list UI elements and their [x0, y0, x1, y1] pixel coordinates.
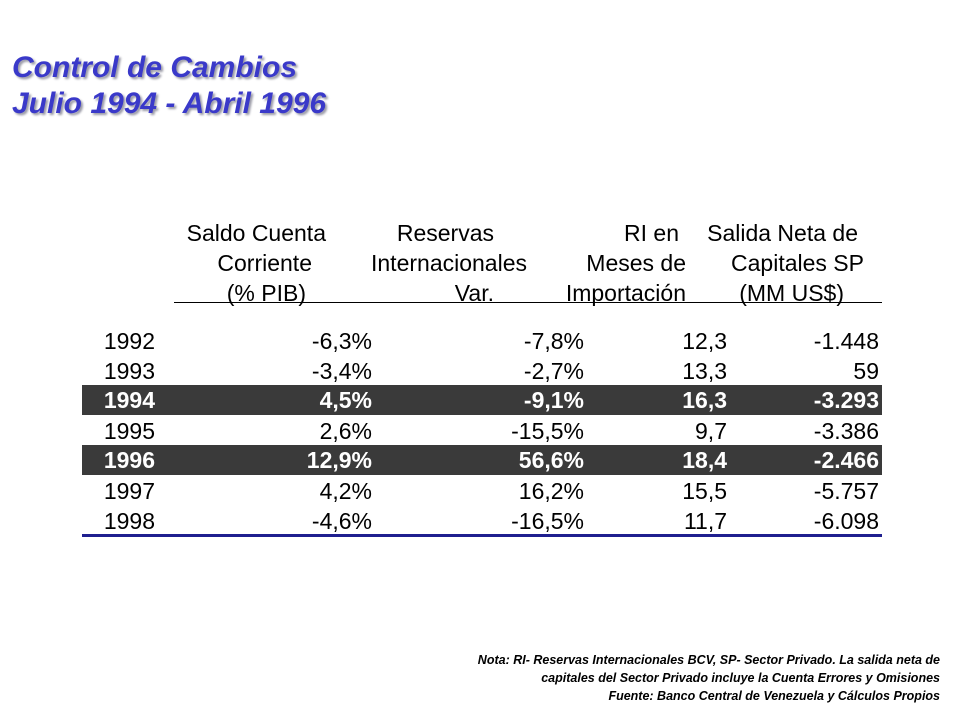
table-cell-reservas: 56,6% [518, 447, 584, 473]
table-cell-reservas: -15,5% [511, 418, 584, 444]
table-cell-saldo: -6,3% [311, 328, 372, 354]
footnote-line-1: Nota: RI- Reservas Internacionales BCV, … [477, 653, 940, 667]
title-line-2: Julio 1994 - Abril 1996 [12, 87, 327, 120]
header-line: Importación [565, 280, 686, 306]
table-cell-year: 1997 [103, 478, 155, 504]
table-cell-salida: 59 [853, 358, 879, 384]
header-line: Var. [454, 280, 494, 306]
header-ri-meses: RI en Meses de Importación [550, 218, 686, 308]
table-cell-ri: 15,5 [682, 478, 727, 504]
table-cell-year: 1994 [103, 387, 155, 413]
table-cell-salida: -3.386 [813, 418, 879, 444]
header-line: Saldo Cuenta [186, 220, 326, 246]
table-row: 1995 2,6% -15,5% 9,7 -3.386 [82, 416, 882, 446]
header-line: Internacionales [371, 250, 527, 276]
table-row: 1993 -3,4% -2,7% 13,3 59 [82, 356, 882, 386]
table-cell-ri: 18,4 [682, 447, 727, 473]
header-line: RI en [624, 220, 679, 246]
table-row-highlighted: 1996 12,9% 56,6% 18,4 -2.466 [82, 445, 882, 475]
header-line: (MM US$) [739, 280, 844, 306]
table-cell-saldo: 4,2% [319, 478, 372, 504]
header-rule [174, 302, 882, 303]
table-cell-reservas: -2,7% [523, 358, 584, 384]
table-row: 1997 4,2% 16,2% 15,5 -5.757 [82, 476, 882, 506]
table-row: 1992 -6,3% -7,8% 12,3 -1.448 [82, 326, 882, 356]
table-row-highlighted: 1994 4,5% -9,1% 16,3 -3.293 [82, 385, 882, 415]
table-cell-saldo: -3,4% [311, 358, 372, 384]
table-bottom-rule [82, 534, 882, 537]
table-cell-ri: 16,3 [682, 387, 727, 413]
title-line-1: Control de Cambios [12, 51, 298, 84]
footnote-line-2: capitales del Sector Privado incluye la … [541, 671, 940, 685]
table-cell-reservas: -9,1% [523, 387, 584, 413]
header-line: Capitales SP [731, 250, 864, 276]
table-cell-year: 1993 [103, 358, 155, 384]
header-line: Meses de [586, 250, 686, 276]
table-cell-salida: -6.098 [813, 508, 879, 534]
table-cell-saldo: 4,5% [319, 387, 372, 413]
table-cell-year: 1998 [103, 508, 155, 534]
table-cell-saldo: 12,9% [306, 447, 372, 473]
table-cell-reservas: -7,8% [523, 328, 584, 354]
footnote-source: Fuente: Banco Central de Venezuela y Cál… [608, 689, 940, 703]
table-cell-year: 1996 [103, 447, 155, 473]
table-cell-saldo: -4,6% [311, 508, 372, 534]
table-cell-ri: 9,7 [695, 418, 727, 444]
table-cell-salida: -2.466 [813, 447, 879, 473]
table-cell-ri: 12,3 [682, 328, 727, 354]
table-cell-salida: -5.757 [813, 478, 879, 504]
table-cell-ri: 13,3 [682, 358, 727, 384]
table-cell-reservas: 16,2% [518, 478, 584, 504]
header-line: Salida Neta de [707, 220, 858, 246]
table-cell-ri: 11,7 [683, 508, 727, 534]
header-line: (% PIB) [226, 280, 306, 306]
table-cell-salida: -1.448 [813, 328, 879, 354]
header-reservas: Reservas Internacionales Var. [355, 218, 527, 308]
page-title: Control de Cambios Julio 1994 - Abril 19… [12, 50, 326, 122]
table-cell-year: 1992 [103, 328, 155, 354]
table-cell-salida: -3.293 [813, 387, 879, 413]
header-line: Reservas [396, 220, 494, 246]
table-cell-year: 1995 [103, 418, 155, 444]
footnote: Nota: RI- Reservas Internacionales BCV, … [478, 651, 940, 705]
header-saldo-cuenta: Saldo Cuenta Corriente (% PIB) [178, 218, 326, 308]
table-row: 1998 -4,6% -16,5% 11,7 -6.098 [82, 506, 882, 536]
table-cell-reservas: -16,5% [511, 508, 584, 534]
table-cell-saldo: 2,6% [319, 418, 372, 444]
header-line: Corriente [217, 250, 312, 276]
header-salida-neta: Salida Neta de Capitales SP (MM US$) [700, 218, 870, 308]
